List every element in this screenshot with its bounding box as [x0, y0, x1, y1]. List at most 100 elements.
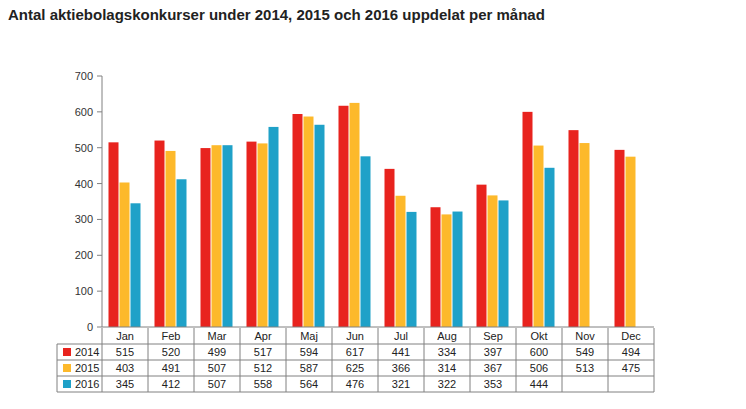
y-tick-label: 500 [75, 142, 93, 154]
y-tick [97, 76, 102, 77]
legend-label: 2015 [75, 362, 99, 374]
data-label: 367 [484, 362, 502, 374]
data-label: 403 [116, 362, 134, 374]
data-label: 441 [392, 346, 410, 358]
bar [545, 168, 555, 327]
data-label: 594 [300, 346, 318, 358]
data-label: 321 [392, 378, 410, 390]
table-line [654, 328, 655, 392]
data-label: 617 [346, 346, 364, 358]
table-line [332, 328, 333, 392]
legend-label: 2016 [75, 378, 99, 390]
y-tick-label: 700 [75, 70, 93, 82]
bar [442, 214, 452, 327]
table-line [470, 328, 471, 392]
data-label: 476 [346, 378, 364, 390]
data-label: 506 [530, 362, 548, 374]
background [0, 0, 746, 409]
y-tick-label: 400 [75, 178, 93, 190]
table-line [608, 328, 609, 392]
y-tick [97, 219, 102, 220]
data-label: 564 [300, 378, 318, 390]
legend-swatch [63, 380, 71, 388]
data-label: 512 [254, 362, 272, 374]
y-tick-label: 100 [75, 285, 93, 297]
y-tick-label: 200 [75, 249, 93, 261]
legend-swatch [63, 348, 71, 356]
bar [315, 125, 325, 327]
data-label: 515 [116, 346, 134, 358]
data-label: 475 [622, 362, 640, 374]
data-label: 345 [116, 378, 134, 390]
data-label: 558 [254, 378, 272, 390]
x-tick-label: Maj [300, 330, 318, 342]
x-tick-label: Sep [483, 330, 503, 342]
table-line [424, 328, 425, 392]
data-label: 314 [438, 362, 456, 374]
bar [580, 143, 590, 327]
bar [407, 212, 417, 327]
bar [120, 182, 130, 327]
table-line [286, 328, 287, 392]
bar [477, 185, 487, 327]
data-label: 366 [392, 362, 410, 374]
x-tick-label: Feb [162, 330, 181, 342]
table-line [57, 344, 58, 392]
y-tick [97, 255, 102, 256]
bar [223, 145, 233, 327]
table-line [240, 328, 241, 392]
bar [523, 112, 533, 327]
y-tick [97, 327, 102, 328]
bar [212, 145, 222, 327]
table-line [57, 392, 654, 393]
y-tick [97, 183, 102, 184]
bar [304, 117, 314, 327]
table-line [516, 328, 517, 392]
legend-label: 2014 [75, 346, 99, 358]
bar [396, 196, 406, 327]
bar [155, 141, 165, 327]
bar [499, 200, 509, 327]
bar [385, 169, 395, 327]
bar [534, 146, 544, 327]
data-label: 491 [162, 362, 180, 374]
bar [350, 103, 360, 327]
bar [201, 148, 211, 327]
x-tick-label: Jun [346, 330, 364, 342]
x-tick-label: Dec [621, 330, 641, 342]
table-line [378, 328, 379, 392]
legend-swatch [63, 364, 71, 372]
y-axis [102, 76, 103, 327]
bar [615, 150, 625, 327]
bar [626, 157, 636, 327]
data-label: 444 [530, 378, 548, 390]
bar [177, 179, 187, 327]
data-label: 507 [208, 362, 226, 374]
bar [293, 114, 303, 327]
x-tick-label: Okt [530, 330, 547, 342]
table-line [194, 328, 195, 392]
data-label: 600 [530, 346, 548, 358]
table-line [102, 328, 103, 392]
bar [339, 106, 349, 327]
data-label: 499 [208, 346, 226, 358]
x-tick-label: Aug [437, 330, 457, 342]
data-label: 513 [576, 362, 594, 374]
bars [109, 103, 636, 327]
table-line [57, 344, 654, 345]
x-axis [102, 327, 654, 328]
table-line [148, 328, 149, 392]
title: Antal aktiebolagskonkurser under 2014, 2… [8, 6, 545, 23]
y-tick [97, 111, 102, 112]
table-line [57, 360, 654, 361]
bar [453, 212, 463, 327]
bar [258, 143, 268, 327]
data-label: 517 [254, 346, 272, 358]
bar [431, 207, 441, 327]
data-label: 412 [162, 378, 180, 390]
bar [569, 130, 579, 327]
data-label: 397 [484, 346, 502, 358]
bar [488, 195, 498, 327]
data-label: 520 [162, 346, 180, 358]
data-label: 494 [622, 346, 640, 358]
